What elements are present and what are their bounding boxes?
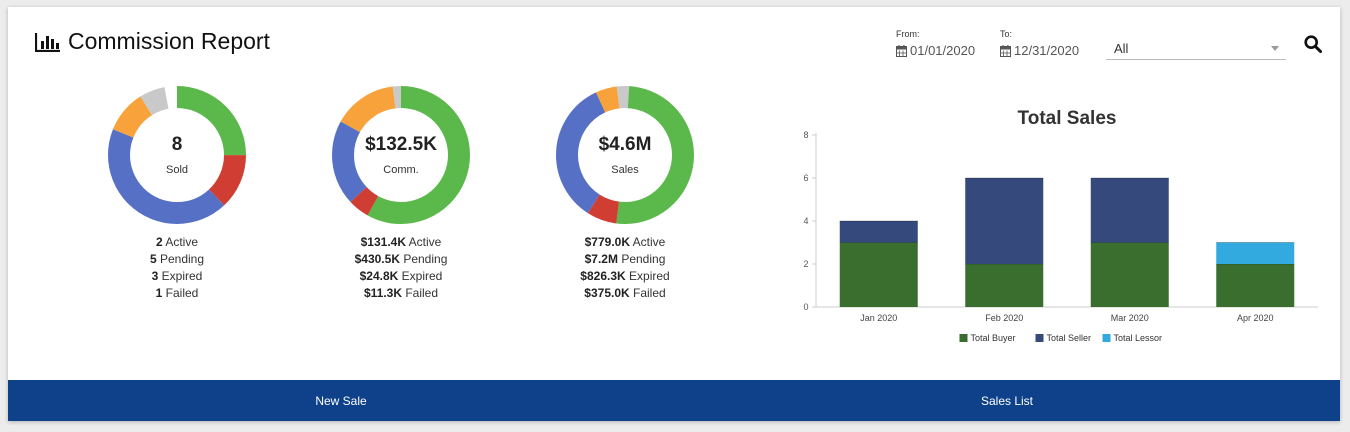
sales-caption: Sales <box>611 164 639 176</box>
legend-item-pending: $7.2M Pending <box>584 252 666 266</box>
legend-item-failed: $375.0K Failed <box>584 286 666 300</box>
sold-caption: Sold <box>165 164 189 176</box>
chart-title: Total Sales <box>1018 108 1117 129</box>
commission-donut-chart <box>332 86 470 224</box>
bar-total-buyer-jan-2020[interactable] <box>839 242 918 308</box>
legend-item-expired: $24.8K Expired <box>359 269 443 283</box>
legend-item-pending: 5 Pending <box>149 252 205 266</box>
x-tick-label: Feb 2020 <box>985 313 1023 323</box>
legend-label[interactable]: Total Lessor <box>1114 333 1163 343</box>
legend-swatch <box>959 334 968 342</box>
calendar-icon <box>1000 44 1011 57</box>
x-tick-label: Apr 2020 <box>1237 313 1274 323</box>
legend-item-expired: 3 Expired <box>151 269 203 283</box>
x-tick-label: Mar 2020 <box>1111 313 1149 323</box>
sold-donut-panel: 8 Sold 2 Active 5 Pending 3 Expired 1 Fa… <box>77 85 277 302</box>
x-tick-label: Jan 2020 <box>860 313 897 323</box>
sold-count: 8 <box>171 134 183 155</box>
from-label: From: <box>896 29 920 39</box>
y-tick-label: 6 <box>803 173 808 183</box>
bar-total-seller-mar-2020[interactable] <box>1090 178 1169 243</box>
bar-total-buyer-mar-2020[interactable] <box>1090 242 1169 308</box>
commission-report-card: Commission Report From: 01/01/2020 To: <box>8 7 1340 421</box>
donut-segment-pending <box>556 86 694 224</box>
status-select-value: All <box>1114 40 1129 56</box>
donut-segment-other <box>332 86 470 224</box>
legend-item-active: 2 Active <box>155 235 199 249</box>
search-icon <box>1304 35 1322 53</box>
legend-swatch <box>1102 334 1111 342</box>
legend-item-active: $779.0K Active <box>584 235 666 249</box>
bar-total-seller-feb-2020[interactable] <box>965 178 1044 264</box>
commission-total: $132.5K <box>365 134 437 155</box>
y-tick-label: 8 <box>803 130 808 140</box>
search-button[interactable] <box>1304 35 1322 58</box>
bar-chart-icon <box>35 32 61 52</box>
to-label: To: <box>1000 29 1013 39</box>
donut-segment-pending <box>108 86 246 224</box>
bar-total-buyer-feb-2020[interactable] <box>965 264 1044 307</box>
sales-donut-panel: $4.6M Sales $779.0K Active $7.2M Pending… <box>525 85 725 302</box>
legend-item-pending: $430.5K Pending <box>354 252 448 266</box>
legend-item-failed: 1 Failed <box>155 286 199 300</box>
to-date-value: 12/31/2020 <box>1014 43 1080 58</box>
y-tick-label: 2 <box>803 259 808 269</box>
donut-segment-active <box>108 86 246 224</box>
sold-donut-chart <box>108 86 246 224</box>
legend-swatch <box>1035 334 1044 342</box>
sales-legend: $779.0K Active $7.2M Pending $826.3K Exp… <box>525 234 725 302</box>
status-select[interactable]: All <box>1106 37 1286 60</box>
sales-list-button[interactable]: Sales List <box>980 393 1034 408</box>
commission-donut-panel: $132.5K Comm. $131.4K Active $430.5K Pen… <box>301 85 501 302</box>
commission-legend: $131.4K Active $430.5K Pending $24.8K Ex… <box>301 234 501 302</box>
donut-segment-other <box>556 86 694 224</box>
y-tick-label: 0 <box>803 302 808 312</box>
from-filter[interactable]: From: 01/01/2020 <box>896 29 1006 58</box>
legend-label[interactable]: Total Seller <box>1047 333 1092 343</box>
sold-legend: 2 Active 5 Pending 3 Expired 1 Failed <box>77 234 277 302</box>
page-title: Commission Report <box>35 28 270 55</box>
calendar-icon <box>896 44 907 57</box>
sales-total: $4.6M <box>598 134 652 155</box>
caret-down-icon <box>1271 46 1279 51</box>
legend-label[interactable]: Total Buyer <box>971 333 1016 343</box>
new-sale-button[interactable]: New Sale <box>315 393 367 408</box>
donut-segment-pending <box>332 86 470 224</box>
bar-total-lessor-apr-2020[interactable] <box>1216 242 1295 265</box>
to-filter[interactable]: To: 12/31/2020 <box>1000 29 1110 58</box>
page-title-text: Commission Report <box>68 28 270 54</box>
commission-caption: Comm. <box>383 164 419 176</box>
legend-item-active: $131.4K Active <box>360 235 442 249</box>
from-date-value: 01/01/2020 <box>910 43 976 58</box>
y-tick-label: 4 <box>803 216 808 226</box>
legend-item-failed: $11.3K Failed <box>363 286 439 300</box>
bar-total-seller-jan-2020[interactable] <box>839 221 918 243</box>
legend-item-expired: $826.3K Expired <box>580 269 670 283</box>
bar-total-buyer-apr-2020[interactable] <box>1216 264 1295 307</box>
total-sales-bar-chart: Total Sales 0 2 4 6 8 Jan 2020 Feb 2020 Mar 2020… <box>803 108 1318 343</box>
footer-bar: New Sale Sales List <box>8 380 1340 421</box>
sales-donut-chart <box>556 86 694 224</box>
